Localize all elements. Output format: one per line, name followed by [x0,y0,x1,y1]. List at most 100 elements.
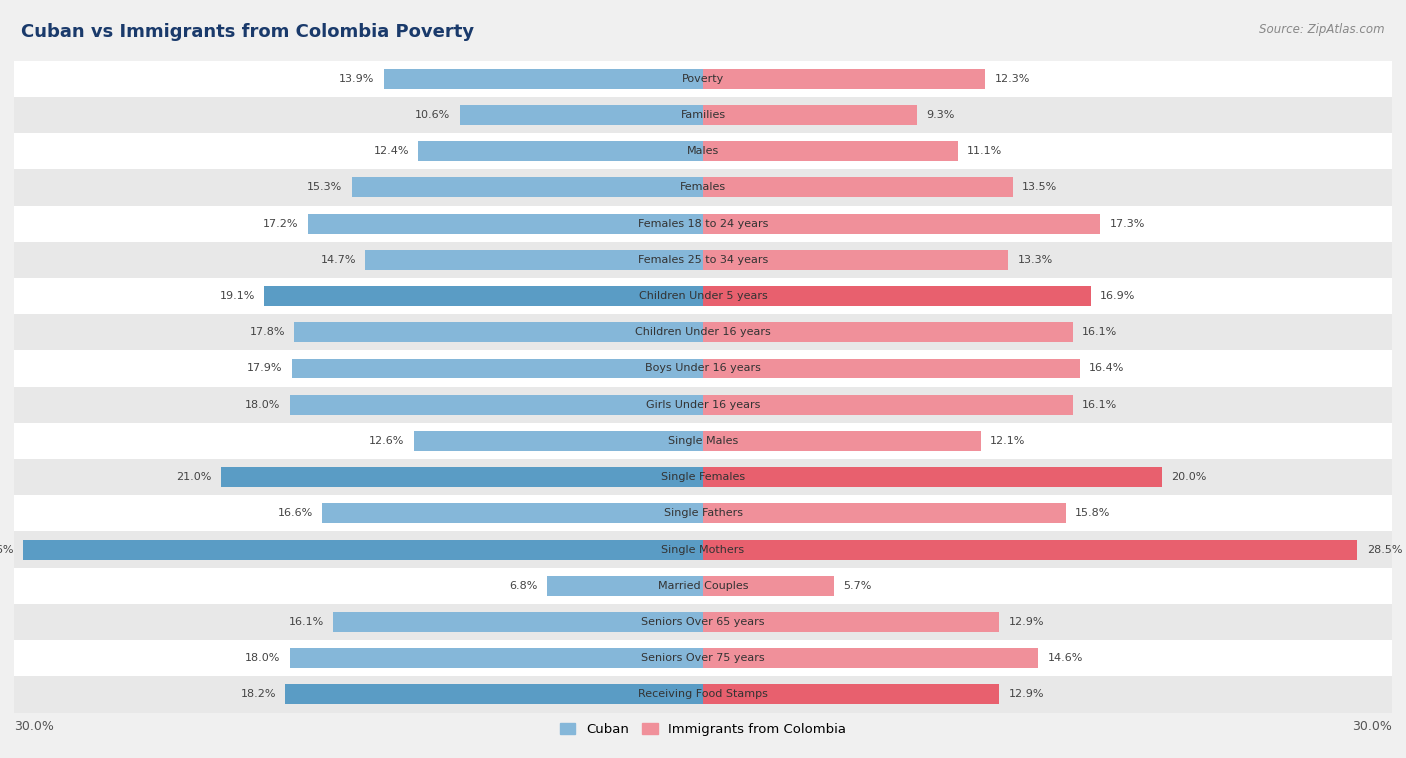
Bar [703,322,1073,342]
Bar [290,395,703,415]
Bar [14,387,1392,423]
Text: 14.7%: 14.7% [321,255,356,265]
Text: 13.5%: 13.5% [1022,183,1057,193]
Bar [366,250,703,270]
Bar [703,612,1000,632]
Text: 13.9%: 13.9% [339,74,374,83]
Bar [413,431,703,451]
Bar [703,69,986,89]
Text: 29.6%: 29.6% [0,544,14,555]
Bar [14,495,1392,531]
Text: 19.1%: 19.1% [219,291,256,301]
Text: 16.9%: 16.9% [1101,291,1136,301]
Text: 5.7%: 5.7% [844,581,872,590]
Text: 17.3%: 17.3% [1109,218,1144,229]
Text: 17.8%: 17.8% [249,327,285,337]
Bar [703,684,1000,704]
Bar [14,97,1392,133]
Bar [418,141,703,161]
Bar [308,214,703,233]
Text: Receiving Food Stamps: Receiving Food Stamps [638,690,768,700]
Text: Married Couples: Married Couples [658,581,748,590]
Text: Boys Under 16 years: Boys Under 16 years [645,364,761,374]
Bar [703,467,1163,487]
Bar [14,459,1392,495]
Text: 14.6%: 14.6% [1047,653,1083,663]
Text: 17.2%: 17.2% [263,218,299,229]
Bar [703,431,981,451]
Text: 12.3%: 12.3% [994,74,1031,83]
Text: Families: Families [681,110,725,120]
Bar [14,676,1392,713]
Text: 15.8%: 15.8% [1076,509,1111,518]
Bar [547,576,703,596]
Text: 28.5%: 28.5% [1367,544,1402,555]
Legend: Cuban, Immigrants from Colombia: Cuban, Immigrants from Colombia [554,718,852,742]
Text: 16.1%: 16.1% [288,617,323,627]
Bar [703,214,1101,233]
Bar [14,640,1392,676]
Bar [703,395,1073,415]
Bar [703,177,1012,197]
Bar [290,648,703,668]
Text: Children Under 16 years: Children Under 16 years [636,327,770,337]
Bar [703,648,1038,668]
Bar [703,540,1358,559]
Text: Single Females: Single Females [661,472,745,482]
Bar [264,286,703,306]
Text: 30.0%: 30.0% [1353,720,1392,733]
Text: 12.1%: 12.1% [990,436,1025,446]
Text: 12.6%: 12.6% [370,436,405,446]
Text: 20.0%: 20.0% [1171,472,1206,482]
Text: 16.6%: 16.6% [277,509,312,518]
Bar [352,177,703,197]
Text: 18.2%: 18.2% [240,690,276,700]
Text: Cuban vs Immigrants from Colombia Poverty: Cuban vs Immigrants from Colombia Povert… [21,23,474,41]
Text: Seniors Over 65 years: Seniors Over 65 years [641,617,765,627]
Text: 30.0%: 30.0% [14,720,53,733]
Text: Poverty: Poverty [682,74,724,83]
Text: 18.0%: 18.0% [245,399,280,409]
Text: 16.1%: 16.1% [1083,327,1118,337]
Bar [14,242,1392,278]
Text: 13.3%: 13.3% [1018,255,1053,265]
Bar [24,540,703,559]
Text: 9.3%: 9.3% [925,110,955,120]
Bar [285,684,703,704]
Bar [14,531,1392,568]
Bar [14,61,1392,97]
Bar [14,568,1392,604]
Bar [384,69,703,89]
Text: 10.6%: 10.6% [415,110,450,120]
Text: Girls Under 16 years: Girls Under 16 years [645,399,761,409]
Text: 16.1%: 16.1% [1083,399,1118,409]
Text: Single Mothers: Single Mothers [661,544,745,555]
Bar [322,503,703,523]
Text: 21.0%: 21.0% [176,472,211,482]
Text: 18.0%: 18.0% [245,653,280,663]
Bar [14,169,1392,205]
Bar [333,612,703,632]
Text: Females 18 to 24 years: Females 18 to 24 years [638,218,768,229]
Bar [14,314,1392,350]
Bar [14,423,1392,459]
Bar [14,205,1392,242]
Bar [14,278,1392,314]
Text: Seniors Over 75 years: Seniors Over 75 years [641,653,765,663]
Text: Single Fathers: Single Fathers [664,509,742,518]
Bar [14,133,1392,169]
Text: 15.3%: 15.3% [307,183,343,193]
Text: 16.4%: 16.4% [1088,364,1125,374]
Text: 12.4%: 12.4% [374,146,409,156]
Text: 12.9%: 12.9% [1008,617,1043,627]
Bar [703,359,1080,378]
Bar [14,350,1392,387]
Text: Source: ZipAtlas.com: Source: ZipAtlas.com [1260,23,1385,36]
Text: Males: Males [688,146,718,156]
Text: Single Males: Single Males [668,436,738,446]
Text: 12.9%: 12.9% [1008,690,1043,700]
Bar [703,576,834,596]
Text: Children Under 5 years: Children Under 5 years [638,291,768,301]
Bar [703,250,1008,270]
Bar [221,467,703,487]
